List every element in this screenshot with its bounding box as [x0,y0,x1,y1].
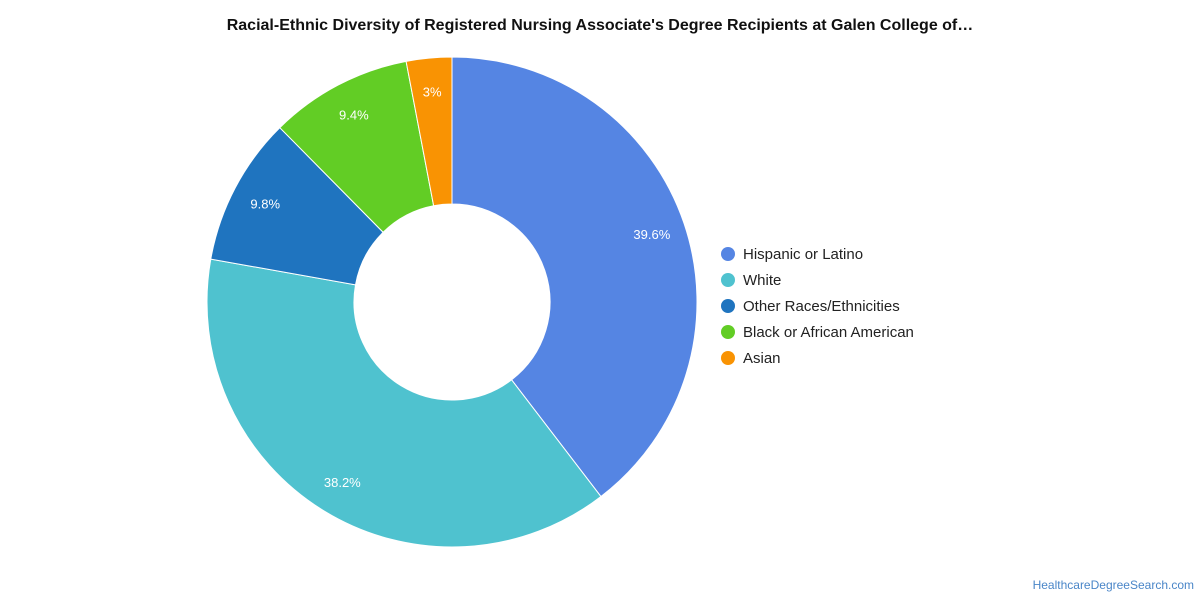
legend-swatch [721,273,735,287]
legend-item-asian[interactable]: Asian [721,345,914,371]
legend-swatch [721,247,735,261]
legend-item-white[interactable]: White [721,267,914,293]
legend-label: White [743,271,782,289]
legend-item-black-or-african-american[interactable]: Black or African American [721,319,914,345]
slice-label-black-or-african-american: 9.4% [339,108,369,123]
slice-white[interactable] [206,258,602,548]
slice-asian[interactable] [405,56,453,207]
slice-label-other-races-ethnicities: 9.8% [250,196,280,211]
source-link[interactable]: HealthcareDegreeSearch.com [1032,578,1194,592]
legend-swatch [721,325,735,339]
legend-label: Hispanic or Latino [743,245,864,263]
legend-item-other-races-ethnicities[interactable]: Other Races/Ethnicities [721,293,914,319]
chart-title: Racial-Ethnic Diversity of Registered Nu… [226,17,974,34]
legend-label: Asian [743,349,781,367]
chart-legend: Hispanic or Latino White Other Races/Ethni… [721,241,914,371]
slice-hispanic-or-latino[interactable] [451,56,698,498]
slice-label-asian: 3% [423,84,442,99]
legend-label: Other Races/Ethnicities [743,297,900,315]
slice-label-hispanic-or-latino: 39.6% [633,227,670,242]
legend-swatch [721,299,735,313]
legend-label: Black or African American [743,323,914,341]
legend-swatch [721,351,735,365]
slice-label-white: 38.2% [324,475,361,490]
legend-item-hispanic-or-latino[interactable]: Hispanic or Latino [721,241,914,267]
